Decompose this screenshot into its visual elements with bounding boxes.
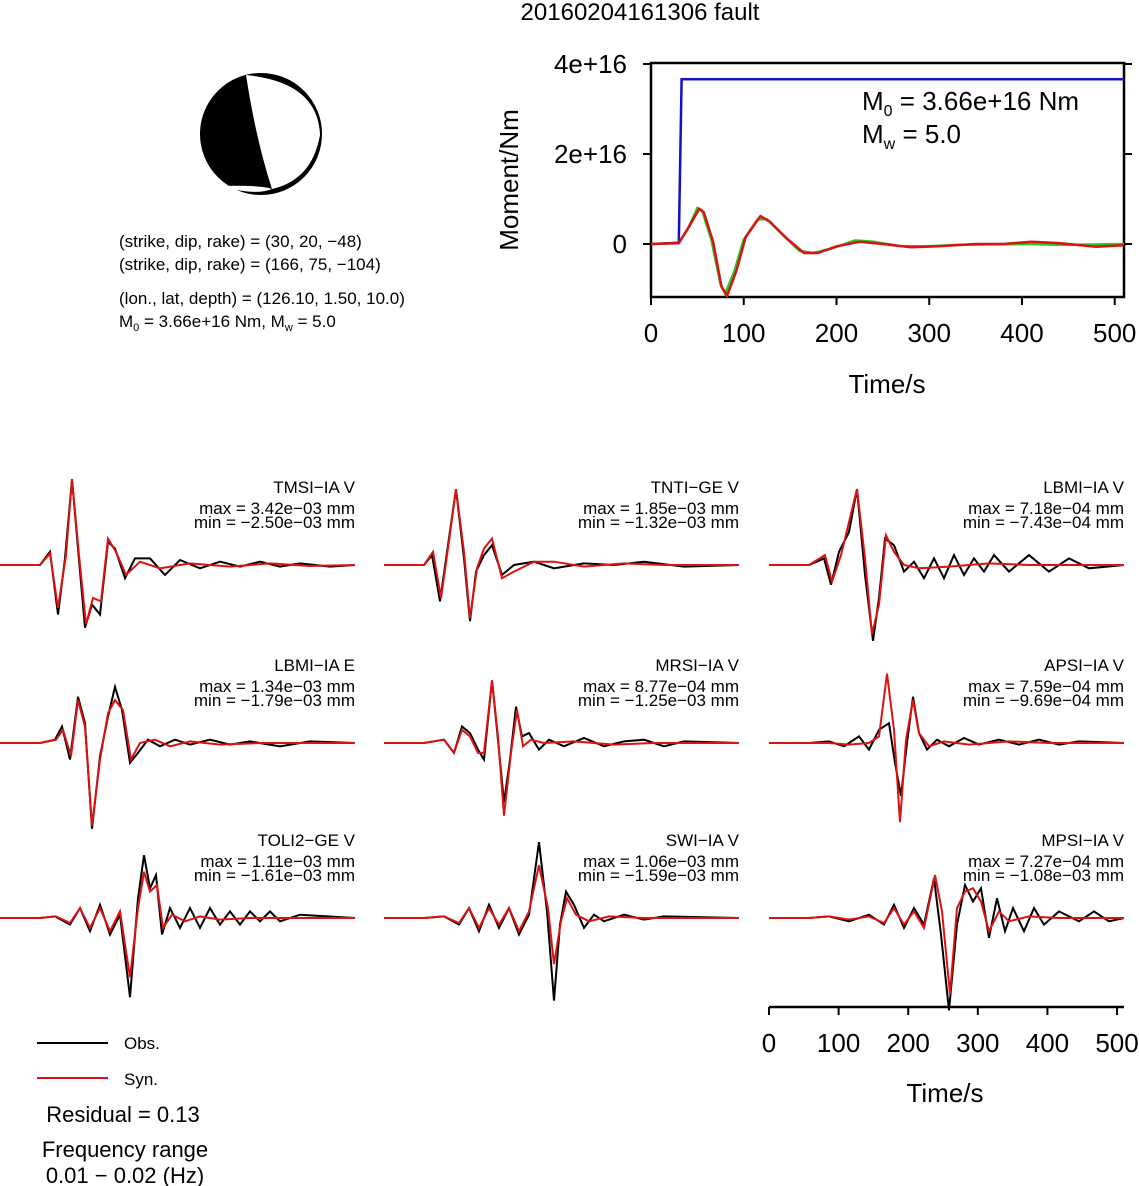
mechanism-line-2: (strike, dip, rake) = (166, 75, −104) — [119, 255, 381, 274]
station-name: APSI−IA V — [1044, 656, 1125, 675]
moment-ytick-label-0: 0 — [613, 229, 627, 259]
station-max: max = 8.77e−04 mm — [583, 677, 739, 696]
moment-plot-frame — [649, 61, 1126, 299]
moment-annotation-mw: Mw = 5.0 — [862, 119, 961, 153]
station-max: max = 1.34e−03 mm — [199, 677, 355, 696]
station-min: min = −1.32e−03 mm — [578, 513, 739, 532]
waveform-obs — [769, 696, 1125, 796]
legend: Obs. Syn. Residual = 0.13 Frequency rang… — [37, 1034, 208, 1186]
station-min: min = −1.61e−03 mm — [194, 866, 355, 885]
moment-chart: 0 100 200 300 400 500 0 2e+16 4e+16 M0 = 3.66e+1… — [494, 49, 1136, 399]
waveform-syn — [0, 479, 356, 625]
moment-xtick-label-5: 500 — [1093, 318, 1136, 348]
residual-text: Residual = 0.13 — [46, 1102, 200, 1127]
moment-xlabel: Time/s — [848, 369, 925, 399]
moment-xtick-label-0: 0 — [644, 318, 658, 348]
frequency-title: Frequency range — [42, 1137, 208, 1162]
waveform-xtick-label-2: 200 — [887, 1028, 930, 1058]
mechanism-info: (strike, dip, rake) = (30, 20, −48) (str… — [119, 232, 405, 334]
moment-xtick-label-2: 200 — [815, 318, 858, 348]
station-min: min = −1.08e−03 mm — [963, 866, 1124, 885]
legend-syn-label: Syn. — [124, 1070, 158, 1089]
station-name: MRSI−IA V — [655, 656, 739, 675]
station-min: min = −9.69e−04 mm — [963, 691, 1124, 710]
mechanism-moment-line: M0 = 3.66e+16 Nm, Mw = 5.0 — [119, 312, 336, 334]
waveform-syn — [0, 871, 355, 978]
waveform-obs — [384, 680, 740, 803]
station-name: LBMI−IA V — [1043, 478, 1124, 497]
moment-series-group — [650, 78, 1125, 299]
station-name: TNTI−GE V — [651, 478, 740, 497]
station-name: SWI−IA V — [666, 831, 740, 850]
frequency-value: 0.01 − 0.02 (Hz) — [46, 1163, 204, 1186]
station-name: LBMI−IA E — [274, 656, 355, 675]
legend-obs-label: Obs. — [124, 1034, 160, 1053]
moment-xtick-label-3: 300 — [908, 318, 951, 348]
waveform-xtick-label-3: 300 — [956, 1028, 999, 1058]
station-max: max = 3.42e−03 mm — [199, 499, 355, 518]
waveform-syn — [384, 680, 739, 816]
waveform-obs — [769, 878, 1125, 1011]
station-min: min = −2.50e−03 mm — [194, 513, 355, 532]
mechanism-line-3: (lon., lat, depth) = (126.10, 1.50, 10.0… — [119, 289, 405, 308]
waveform-xtick-label-5: 500 — [1095, 1028, 1138, 1058]
station-max: max = 7.27e−04 mm — [968, 852, 1124, 871]
moment-xtick-label-1: 100 — [722, 318, 765, 348]
waveform-syn — [769, 488, 1124, 635]
station-max: max = 7.59e−04 mm — [968, 677, 1124, 696]
station-max: max = 1.06e−03 mm — [583, 852, 739, 871]
moment-annotation-m0: M0 = 3.66e+16 Nm — [862, 86, 1079, 120]
station-name: TMSI−IA V — [273, 478, 355, 497]
waveform-syn — [384, 488, 739, 618]
beachball — [200, 73, 322, 195]
station-name: TOLI2−GE V — [258, 831, 356, 850]
figure-title: 20160204161306 fault — [521, 0, 760, 26]
station-min: min = −1.79e−03 mm — [194, 691, 355, 710]
waveform-time-axis: 0 100 200 300 400 500 — [762, 1005, 1139, 1058]
station-name: MPSI−IA V — [1041, 831, 1124, 850]
moment-ytick-label-1: 2e+16 — [554, 139, 627, 169]
waveform-xtick-label-0: 0 — [762, 1028, 776, 1058]
station-min: min = −7.43e−04 mm — [963, 513, 1124, 532]
moment-series-1 — [650, 206, 1125, 297]
moment-ytick-label-2: 4e+16 — [554, 49, 627, 79]
waveform-syn — [384, 864, 739, 965]
station-min: min = −1.59e−03 mm — [578, 866, 739, 885]
moment-xtick-label-4: 400 — [1000, 318, 1043, 348]
moment-ylabel: Moment/Nm — [494, 109, 524, 251]
waveform-xtick-label-4: 400 — [1026, 1028, 1069, 1058]
station-max: max = 7.18e−04 mm — [968, 499, 1124, 518]
moment-axes: 0 100 200 300 400 500 0 2e+16 4e+16 — [554, 49, 1136, 348]
waveform-syn — [0, 698, 355, 826]
waveform-syn — [769, 673, 1124, 823]
station-min: min = −1.25e−03 mm — [578, 691, 739, 710]
waveform-syn — [769, 874, 1124, 994]
station-max: max = 1.11e−03 mm — [200, 852, 355, 871]
moment-series-2 — [650, 207, 1125, 299]
waveform-xtick-label-1: 100 — [817, 1028, 860, 1058]
station-max: max = 1.85e−03 mm — [583, 499, 739, 518]
mechanism-line-1: (strike, dip, rake) = (30, 20, −48) — [119, 232, 362, 251]
waveform-xlabel: Time/s — [906, 1078, 983, 1108]
